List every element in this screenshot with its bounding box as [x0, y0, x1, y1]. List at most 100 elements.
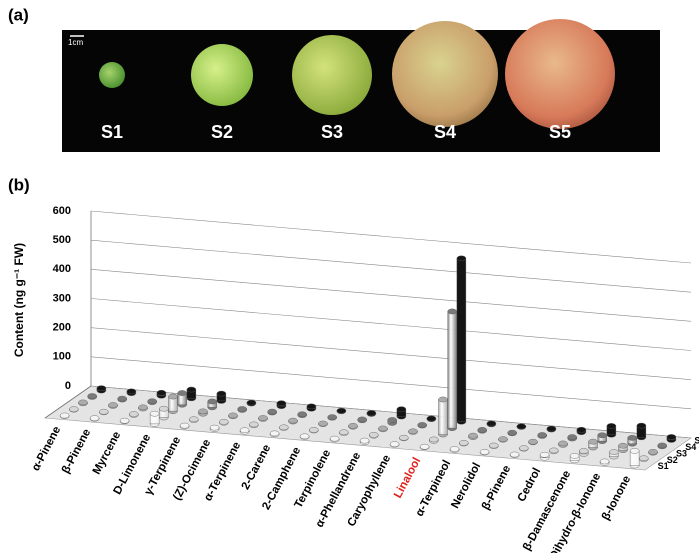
x-tick-label: 2-Carene: [240, 443, 274, 492]
bar: [618, 442, 628, 453]
bar: [329, 435, 340, 443]
bar-top: [627, 435, 637, 441]
series-label: S1: [658, 461, 669, 471]
bar: [438, 396, 448, 438]
bar: [486, 420, 497, 428]
bar-top: [279, 424, 289, 431]
bar-top: [186, 386, 197, 393]
fruit: [292, 35, 372, 115]
bar: [129, 411, 139, 418]
bar-top: [219, 419, 229, 425]
bar: [498, 436, 508, 443]
bar: [156, 389, 167, 399]
bar: [629, 448, 640, 469]
y-tick-label: 0: [65, 380, 71, 392]
y-tick-label: 300: [53, 292, 71, 304]
bar-top: [228, 412, 238, 419]
bar-top: [477, 427, 487, 433]
bar: [87, 393, 97, 400]
bar: [108, 402, 118, 409]
fruit: [505, 19, 615, 129]
bar-top: [288, 417, 298, 424]
bar: [369, 432, 379, 439]
bar: [549, 447, 559, 455]
bar: [276, 400, 287, 409]
bar: [228, 412, 238, 420]
bar: [159, 405, 169, 421]
bar: [138, 404, 148, 412]
bar-top: [408, 428, 418, 435]
bar-top: [119, 417, 130, 424]
bar: [567, 434, 577, 442]
bar: [597, 432, 607, 444]
bar: [207, 398, 217, 411]
x-tick-label: α-Pinene: [30, 424, 63, 473]
bar-top: [609, 449, 619, 455]
bar-top: [339, 429, 349, 436]
bar-top: [447, 308, 457, 315]
y-tick-label: 400: [53, 263, 71, 275]
bar: [396, 406, 407, 420]
y-tick-label: 200: [53, 322, 71, 334]
bar-top: [159, 405, 169, 412]
y-axis-title: Content (ng g⁻¹ FW): [12, 243, 26, 357]
bar-top: [207, 398, 217, 405]
bar-body: [456, 258, 467, 422]
bar-top: [299, 433, 310, 440]
bar-top: [129, 411, 139, 417]
bar-top: [329, 435, 340, 442]
bar: [279, 424, 289, 431]
bar-top: [429, 436, 439, 443]
bar-top: [567, 434, 577, 440]
bar: [117, 395, 127, 403]
bar-top: [177, 390, 187, 396]
bar: [509, 451, 520, 458]
bar-top: [189, 416, 199, 423]
bar: [576, 426, 587, 435]
bar-top: [419, 443, 430, 450]
grid-line: [90, 327, 692, 380]
bar-top: [438, 396, 448, 403]
bar-top: [117, 395, 127, 402]
bar: [537, 432, 547, 439]
stage-label: S5: [549, 122, 571, 142]
bar-top: [498, 436, 508, 442]
bar-top: [108, 402, 118, 408]
bar-top: [239, 427, 250, 434]
bar: [507, 429, 517, 437]
bar: [489, 442, 499, 449]
bar-top: [417, 422, 427, 428]
bar-top: [209, 424, 220, 431]
bar: [348, 423, 358, 430]
bar-top: [369, 432, 379, 438]
fruit: [191, 44, 253, 106]
bar: [639, 455, 649, 462]
bar-top: [539, 451, 550, 458]
bar-top: [449, 446, 460, 452]
bar-top: [378, 425, 388, 432]
bar-top: [96, 385, 107, 391]
bar-top: [546, 425, 557, 432]
bar: [96, 385, 107, 394]
bar-top: [318, 420, 328, 427]
bar: [417, 422, 427, 429]
bar-top: [89, 415, 100, 421]
bar: [179, 422, 190, 430]
panel-label: (a): [8, 5, 29, 24]
bar: [378, 425, 388, 433]
bar-top: [399, 434, 409, 441]
bar-top: [507, 429, 517, 436]
bar: [149, 410, 160, 427]
bar-top: [147, 398, 157, 405]
bar-top: [59, 412, 70, 419]
bar-top: [258, 415, 268, 421]
bar: [657, 442, 667, 450]
bar: [558, 440, 568, 448]
bar: [258, 415, 268, 422]
bar-top: [198, 408, 208, 415]
bar: [59, 412, 70, 419]
bar: [447, 308, 457, 431]
bar-top: [149, 410, 160, 417]
grid-line: [90, 356, 692, 410]
bar: [237, 406, 247, 413]
